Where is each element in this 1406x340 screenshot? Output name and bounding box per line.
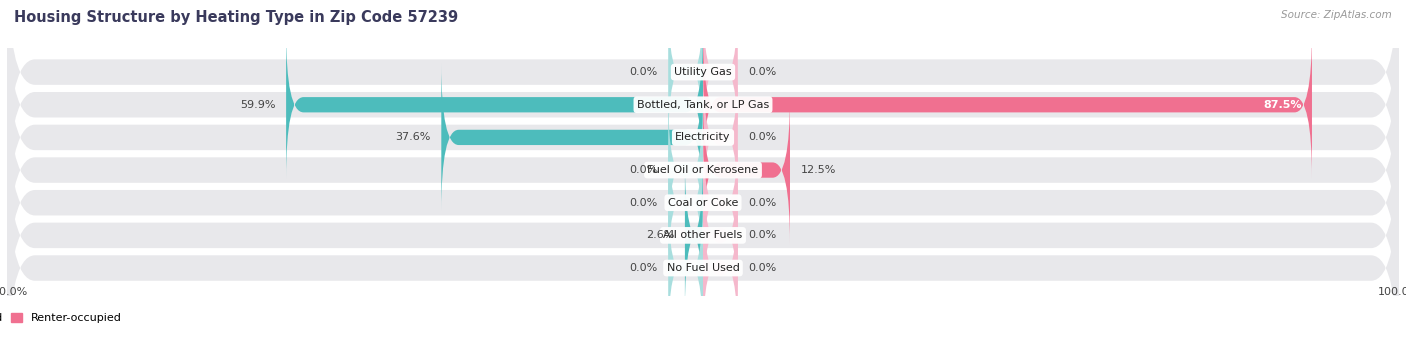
FancyBboxPatch shape [7, 0, 1399, 190]
Text: No Fuel Used: No Fuel Used [666, 263, 740, 273]
Text: Source: ZipAtlas.com: Source: ZipAtlas.com [1281, 10, 1392, 20]
FancyBboxPatch shape [668, 129, 703, 277]
Text: 0.0%: 0.0% [748, 132, 776, 142]
Text: 0.0%: 0.0% [630, 67, 658, 77]
FancyBboxPatch shape [685, 162, 703, 309]
Text: 0.0%: 0.0% [630, 263, 658, 273]
FancyBboxPatch shape [668, 0, 703, 146]
FancyBboxPatch shape [703, 162, 738, 309]
FancyBboxPatch shape [703, 96, 790, 244]
Text: Utility Gas: Utility Gas [675, 67, 731, 77]
FancyBboxPatch shape [703, 194, 738, 340]
Legend: Owner-occupied, Renter-occupied: Owner-occupied, Renter-occupied [0, 308, 127, 327]
Text: 0.0%: 0.0% [630, 165, 658, 175]
Text: 100.0%: 100.0% [1378, 287, 1406, 296]
Text: 37.6%: 37.6% [395, 132, 430, 142]
Text: Bottled, Tank, or LP Gas: Bottled, Tank, or LP Gas [637, 100, 769, 110]
Text: All other Fuels: All other Fuels [664, 231, 742, 240]
Text: Electricity: Electricity [675, 132, 731, 142]
FancyBboxPatch shape [441, 63, 703, 211]
FancyBboxPatch shape [7, 52, 1399, 288]
FancyBboxPatch shape [668, 96, 703, 244]
FancyBboxPatch shape [7, 0, 1399, 223]
FancyBboxPatch shape [7, 118, 1399, 340]
FancyBboxPatch shape [703, 129, 738, 277]
FancyBboxPatch shape [7, 19, 1399, 255]
Text: 0.0%: 0.0% [748, 263, 776, 273]
Text: 0.0%: 0.0% [748, 198, 776, 208]
FancyBboxPatch shape [7, 85, 1399, 321]
Text: 0.0%: 0.0% [748, 67, 776, 77]
Text: 87.5%: 87.5% [1263, 100, 1302, 110]
Text: 100.0%: 100.0% [0, 287, 28, 296]
FancyBboxPatch shape [285, 31, 703, 179]
Text: Fuel Oil or Kerosene: Fuel Oil or Kerosene [647, 165, 759, 175]
FancyBboxPatch shape [703, 0, 738, 146]
Text: Coal or Coke: Coal or Coke [668, 198, 738, 208]
FancyBboxPatch shape [7, 150, 1399, 340]
Text: 12.5%: 12.5% [800, 165, 835, 175]
Text: 59.9%: 59.9% [240, 100, 276, 110]
Text: Housing Structure by Heating Type in Zip Code 57239: Housing Structure by Heating Type in Zip… [14, 10, 458, 25]
Text: 0.0%: 0.0% [630, 198, 658, 208]
FancyBboxPatch shape [703, 63, 738, 211]
FancyBboxPatch shape [668, 194, 703, 340]
FancyBboxPatch shape [703, 31, 1312, 179]
Text: 2.6%: 2.6% [647, 231, 675, 240]
Text: 0.0%: 0.0% [748, 231, 776, 240]
